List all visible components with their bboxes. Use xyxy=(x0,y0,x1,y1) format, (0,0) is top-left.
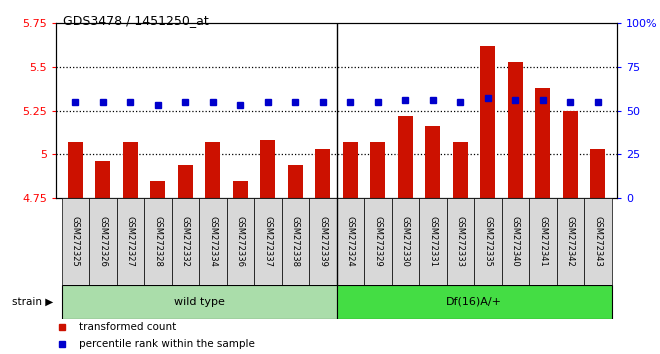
Bar xyxy=(447,198,474,285)
Bar xyxy=(419,198,447,285)
Bar xyxy=(309,198,337,285)
Bar xyxy=(123,142,138,198)
Bar xyxy=(61,285,337,319)
Bar xyxy=(117,198,144,285)
Bar xyxy=(398,116,413,198)
Text: GSM272340: GSM272340 xyxy=(511,216,520,267)
Text: GSM272335: GSM272335 xyxy=(483,216,492,267)
Text: percentile rank within the sample: percentile rank within the sample xyxy=(79,339,254,349)
Bar xyxy=(254,198,282,285)
Text: transformed count: transformed count xyxy=(79,321,176,332)
Text: Df(16)A/+: Df(16)A/+ xyxy=(446,297,502,307)
Text: GSM272328: GSM272328 xyxy=(153,216,162,267)
Text: GSM272336: GSM272336 xyxy=(236,216,245,267)
Bar xyxy=(474,198,502,285)
Bar xyxy=(563,110,578,198)
Text: GSM272333: GSM272333 xyxy=(456,216,465,267)
Text: GSM272330: GSM272330 xyxy=(401,216,410,267)
Bar xyxy=(95,161,110,198)
Text: GSM272324: GSM272324 xyxy=(346,216,355,267)
Bar xyxy=(144,198,172,285)
Bar xyxy=(502,198,529,285)
Bar xyxy=(508,62,523,198)
Text: strain ▶: strain ▶ xyxy=(12,297,53,307)
Text: GSM272341: GSM272341 xyxy=(539,216,547,267)
Bar xyxy=(68,142,83,198)
Bar xyxy=(391,198,419,285)
Text: GDS3478 / 1451250_at: GDS3478 / 1451250_at xyxy=(63,14,209,27)
Text: GSM272327: GSM272327 xyxy=(126,216,135,267)
Bar xyxy=(343,142,358,198)
Bar xyxy=(288,165,303,198)
Bar xyxy=(172,198,199,285)
Bar xyxy=(205,142,220,198)
Bar xyxy=(529,198,556,285)
Bar xyxy=(61,198,89,285)
Bar xyxy=(199,198,226,285)
Text: GSM272329: GSM272329 xyxy=(374,216,382,267)
Text: GSM272331: GSM272331 xyxy=(428,216,438,267)
Bar xyxy=(260,141,275,198)
Bar xyxy=(364,198,391,285)
Bar xyxy=(480,46,496,198)
Text: GSM272334: GSM272334 xyxy=(209,216,217,267)
Text: GSM272332: GSM272332 xyxy=(181,216,190,267)
Bar xyxy=(89,198,117,285)
Text: wild type: wild type xyxy=(174,297,224,307)
Bar xyxy=(453,142,468,198)
Bar xyxy=(337,198,364,285)
Bar xyxy=(584,198,612,285)
Text: GSM272339: GSM272339 xyxy=(318,216,327,267)
Bar xyxy=(315,149,331,198)
Bar xyxy=(425,126,440,198)
Bar xyxy=(178,165,193,198)
Text: GSM272343: GSM272343 xyxy=(593,216,603,267)
Bar xyxy=(233,181,248,198)
Bar xyxy=(282,198,309,285)
Bar xyxy=(590,149,605,198)
Bar xyxy=(337,285,612,319)
Text: GSM272342: GSM272342 xyxy=(566,216,575,267)
Bar xyxy=(150,181,166,198)
Text: GSM272325: GSM272325 xyxy=(71,216,80,267)
Text: GSM272338: GSM272338 xyxy=(291,216,300,267)
Bar xyxy=(535,88,550,198)
Bar xyxy=(370,142,385,198)
Bar xyxy=(556,198,584,285)
Text: GSM272326: GSM272326 xyxy=(98,216,108,267)
Text: GSM272337: GSM272337 xyxy=(263,216,273,267)
Bar xyxy=(226,198,254,285)
